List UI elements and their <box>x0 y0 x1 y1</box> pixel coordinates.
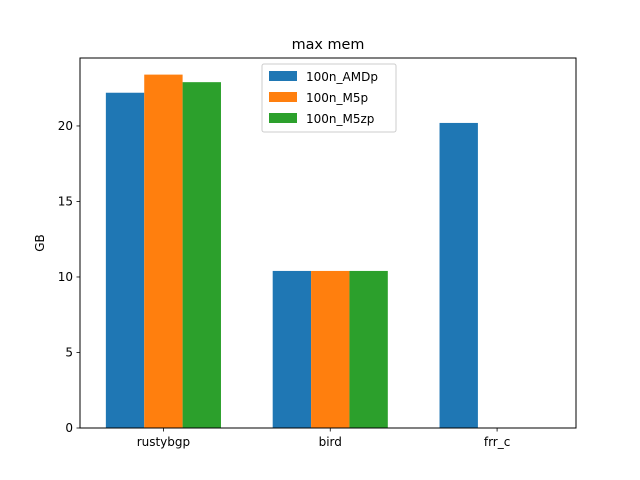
y-tick-label: 10 <box>58 270 73 284</box>
chart-title: max mem <box>292 37 365 53</box>
x-tick-label: rustybgp <box>137 435 190 449</box>
bars-layer <box>105 74 478 429</box>
x-axis: rustybgp bird frr_c <box>137 428 510 449</box>
y-tick-label: 20 <box>58 119 73 133</box>
x-tick-label: frr_c <box>484 435 510 449</box>
bar-100n_M5p-bird <box>311 270 350 428</box>
x-tick-label: bird <box>319 435 342 449</box>
legend-label-100n_M5zp: 100n_M5zp <box>306 112 374 126</box>
bar-100n_AMDp-rustybgp <box>105 92 145 429</box>
legend-label-100n_AMDp: 100n_AMDp <box>306 70 378 84</box>
y-tick-label: 0 <box>65 421 73 435</box>
legend-swatch-100n_AMDp <box>269 71 297 81</box>
plot-area-frame <box>79 57 577 429</box>
legend-swatch-100n_M5zp <box>269 113 297 123</box>
bar-100n_AMDp-frr_c <box>439 122 478 428</box>
bar-100n_M5zp-rustybgp <box>182 82 221 428</box>
y-tick-label: 15 <box>58 194 73 208</box>
legend-swatch-100n_M5p <box>269 92 297 102</box>
y-axis-label: GB <box>33 234 47 252</box>
legend-label-100n_M5p: 100n_M5p <box>306 91 368 105</box>
y-axis: 0 5 10 15 20 <box>58 119 80 435</box>
legend: 100n_AMDp 100n_M5p 100n_M5zp <box>261 63 397 133</box>
y-tick-label: 5 <box>65 345 73 359</box>
bar-100n_M5zp-bird <box>349 270 388 428</box>
bar-100n_AMDp-bird <box>272 270 312 428</box>
bar-100n_M5p-rustybgp <box>144 74 183 428</box>
